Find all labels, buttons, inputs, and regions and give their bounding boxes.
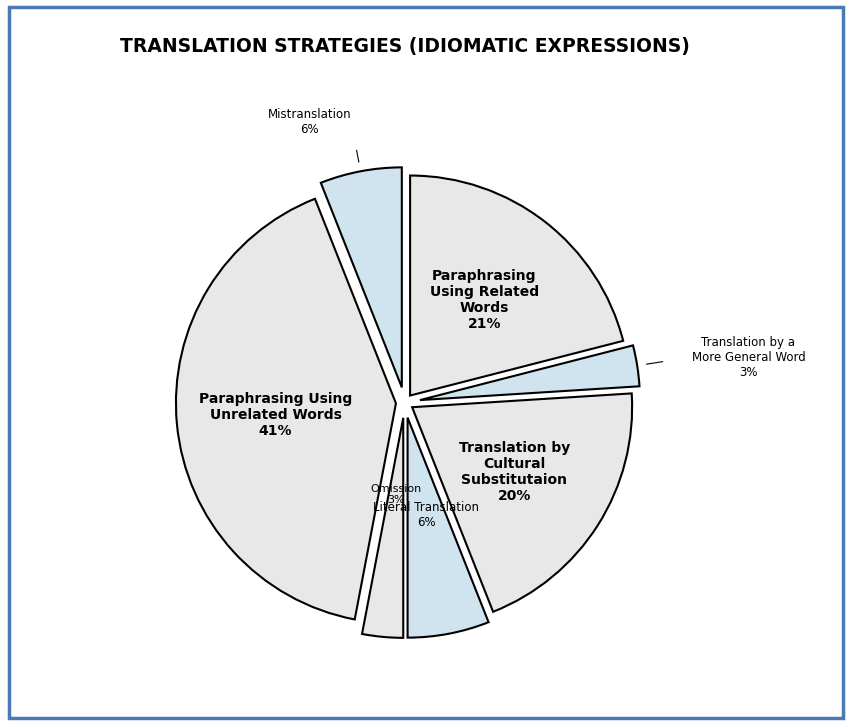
Text: Mistranslation
6%: Mistranslation 6%: [268, 107, 351, 136]
Wedge shape: [362, 418, 403, 638]
Wedge shape: [410, 175, 623, 396]
Wedge shape: [420, 345, 640, 400]
Text: Omission
3%: Omission 3%: [371, 484, 422, 505]
Wedge shape: [321, 167, 402, 387]
Text: Paraphrasing Using
Unrelated Words
41%: Paraphrasing Using Unrelated Words 41%: [199, 392, 352, 438]
Text: Paraphrasing
Using Related
Words
21%: Paraphrasing Using Related Words 21%: [429, 269, 538, 331]
Wedge shape: [412, 394, 632, 612]
Text: Translation by a
More General Word
3%: Translation by a More General Word 3%: [692, 336, 805, 378]
Text: Translation by
Cultural
Substitutaion
20%: Translation by Cultural Substitutaion 20…: [458, 441, 570, 503]
Title: TRANSLATION STRATEGIES (IDIOMATIC EXPRESSIONS): TRANSLATION STRATEGIES (IDIOMATIC EXPRES…: [120, 37, 689, 56]
Wedge shape: [407, 418, 488, 637]
Wedge shape: [176, 199, 396, 619]
Text: Literal Translation
6%: Literal Translation 6%: [373, 501, 479, 529]
